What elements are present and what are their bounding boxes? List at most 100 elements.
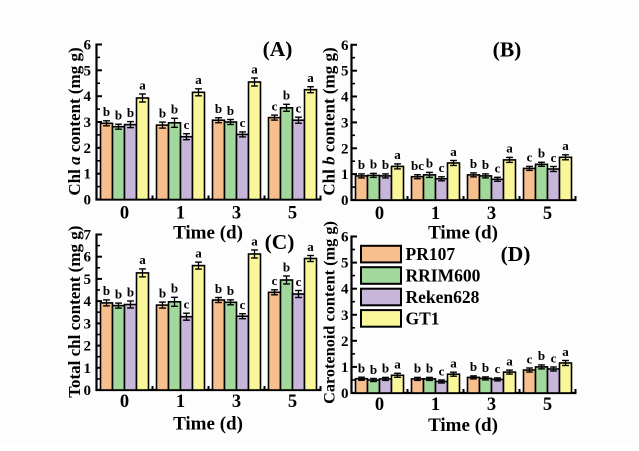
svg-text:c: c — [240, 115, 246, 130]
svg-text:(A): (A) — [263, 37, 293, 61]
svg-text:b: b — [227, 283, 234, 298]
svg-text:3: 3 — [232, 204, 241, 224]
svg-text:4: 4 — [84, 294, 92, 310]
svg-text:b: b — [215, 101, 222, 116]
svg-text:a: a — [562, 138, 569, 153]
svg-text:5: 5 — [288, 392, 297, 412]
svg-text:c: c — [495, 361, 501, 376]
svg-text:b: b — [283, 259, 290, 274]
svg-text:b: b — [470, 156, 477, 171]
svg-text:b: b — [414, 361, 421, 376]
svg-text:2: 2 — [84, 339, 92, 355]
svg-text:b: b — [215, 281, 222, 296]
svg-text:c: c — [439, 363, 445, 378]
svg-text:c: c — [527, 150, 533, 165]
svg-text:0: 0 — [120, 204, 129, 224]
svg-text:a: a — [307, 239, 314, 254]
svg-text:5: 5 — [341, 256, 349, 272]
svg-text:bc: bc — [411, 158, 424, 173]
svg-text:3: 3 — [487, 204, 496, 224]
svg-text:c: c — [272, 98, 278, 113]
svg-text:a: a — [307, 70, 314, 85]
svg-text:a: a — [506, 353, 513, 368]
svg-text:0: 0 — [341, 193, 349, 209]
svg-text:b: b — [159, 285, 166, 300]
svg-text:5: 5 — [84, 272, 92, 288]
svg-text:GT1: GT1 — [406, 308, 440, 328]
svg-text:b: b — [382, 157, 389, 172]
svg-text:Time (d): Time (d) — [173, 414, 243, 435]
svg-text:b: b — [482, 360, 489, 375]
svg-text:Carotenoid content (mg g): Carotenoid content (mg g) — [320, 221, 339, 404]
svg-text:a: a — [506, 141, 513, 156]
svg-text:7: 7 — [84, 228, 92, 244]
svg-text:c: c — [495, 161, 501, 176]
svg-text:a: a — [251, 233, 258, 248]
svg-text:1: 1 — [431, 395, 440, 415]
svg-text:0: 0 — [84, 383, 92, 399]
svg-text:Time (d): Time (d) — [173, 223, 243, 244]
svg-text:b: b — [482, 157, 489, 172]
svg-text:c: c — [184, 117, 190, 132]
svg-text:b: b — [171, 281, 178, 296]
svg-text:b: b — [538, 348, 545, 363]
svg-text:b: b — [538, 146, 545, 161]
svg-text:3: 3 — [84, 115, 92, 131]
svg-text:4: 4 — [84, 89, 92, 105]
svg-text:0: 0 — [341, 386, 349, 402]
svg-text:a: a — [394, 357, 401, 372]
svg-text:4: 4 — [341, 282, 349, 298]
svg-text:b: b — [470, 359, 477, 374]
svg-text:c: c — [551, 350, 557, 365]
svg-text:b: b — [426, 156, 433, 171]
svg-text:1: 1 — [341, 167, 349, 183]
svg-text:RRIM600: RRIM600 — [406, 265, 481, 285]
svg-text:b: b — [103, 104, 110, 119]
svg-text:c: c — [184, 297, 190, 312]
svg-text:1: 1 — [176, 204, 185, 224]
svg-text:a: a — [251, 61, 258, 76]
svg-text:6: 6 — [84, 250, 92, 266]
svg-text:0: 0 — [375, 204, 384, 224]
svg-text:b: b — [370, 157, 377, 172]
svg-text:c: c — [296, 274, 302, 289]
svg-text:b: b — [171, 102, 178, 117]
svg-text:0: 0 — [84, 193, 92, 209]
svg-text:3: 3 — [487, 395, 496, 415]
svg-text:b: b — [159, 105, 166, 120]
svg-text:Total chl content (mg g): Total chl content (mg g) — [65, 226, 84, 398]
svg-text:b: b — [127, 284, 134, 299]
svg-text:a: a — [562, 344, 569, 359]
svg-text:0: 0 — [120, 392, 129, 412]
svg-text:(C): (C) — [265, 230, 295, 254]
svg-text:1: 1 — [84, 361, 92, 377]
svg-text:PR107: PR107 — [406, 244, 456, 264]
svg-text:a: a — [450, 356, 457, 371]
svg-text:c: c — [272, 273, 278, 288]
svg-text:6: 6 — [341, 230, 349, 246]
svg-text:Time (d): Time (d) — [428, 223, 498, 244]
svg-text:a: a — [139, 77, 146, 92]
svg-text:5: 5 — [288, 204, 297, 224]
svg-text:b: b — [115, 108, 122, 123]
svg-text:b: b — [358, 361, 365, 376]
svg-text:Reken628: Reken628 — [406, 287, 480, 307]
svg-text:Chl b content (mg g): Chl b content (mg g) — [320, 47, 339, 195]
svg-text:3: 3 — [341, 308, 349, 324]
svg-text:2: 2 — [341, 334, 349, 350]
svg-text:2: 2 — [84, 141, 92, 157]
svg-text:c: c — [527, 351, 533, 366]
svg-text:Chl a content (mg g): Chl a content (mg g) — [65, 47, 84, 195]
svg-text:6: 6 — [84, 38, 92, 54]
svg-text:b: b — [103, 283, 110, 298]
svg-text:3: 3 — [341, 115, 349, 131]
svg-text:5: 5 — [341, 64, 349, 80]
svg-text:1: 1 — [84, 167, 92, 183]
svg-text:b: b — [227, 103, 234, 118]
svg-text:3: 3 — [84, 316, 92, 332]
svg-text:1: 1 — [341, 360, 349, 376]
svg-text:a: a — [394, 147, 401, 162]
svg-text:1: 1 — [431, 204, 440, 224]
svg-text:6: 6 — [341, 38, 349, 54]
svg-text:c: c — [439, 160, 445, 175]
